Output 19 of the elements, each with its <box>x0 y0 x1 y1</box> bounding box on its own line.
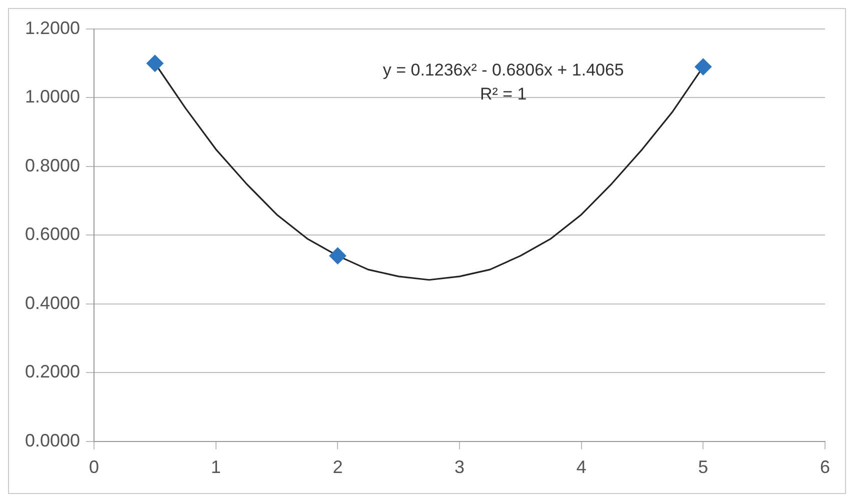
y-tick-label: 1.0000 <box>24 86 80 107</box>
y-tick-label: 0.0000 <box>24 430 80 450</box>
y-tick-label: 0.4000 <box>24 292 80 313</box>
x-tick-label: 1 <box>210 457 221 478</box>
x-tick-label: 5 <box>698 457 708 478</box>
x-tick-label: 3 <box>454 457 465 478</box>
point <box>146 54 164 72</box>
point <box>694 58 712 76</box>
y-tick-label: 0.2000 <box>24 362 80 382</box>
annotation: R² = 1 <box>480 84 527 104</box>
x-tick-label: 2 <box>332 457 343 478</box>
y-tick-label: 0.6000 <box>24 224 80 244</box>
x-tick-label: 4 <box>576 457 586 478</box>
x-tick-label: 6 <box>820 457 830 478</box>
y-tick-label: 1.2000 <box>24 18 80 38</box>
point <box>329 247 346 264</box>
x-tick-label: 0 <box>89 457 100 478</box>
y-tick-label: 0.8000 <box>24 155 80 176</box>
annotation: y = 0.1236x² - 0.6806x + 1.4065 <box>382 60 624 80</box>
